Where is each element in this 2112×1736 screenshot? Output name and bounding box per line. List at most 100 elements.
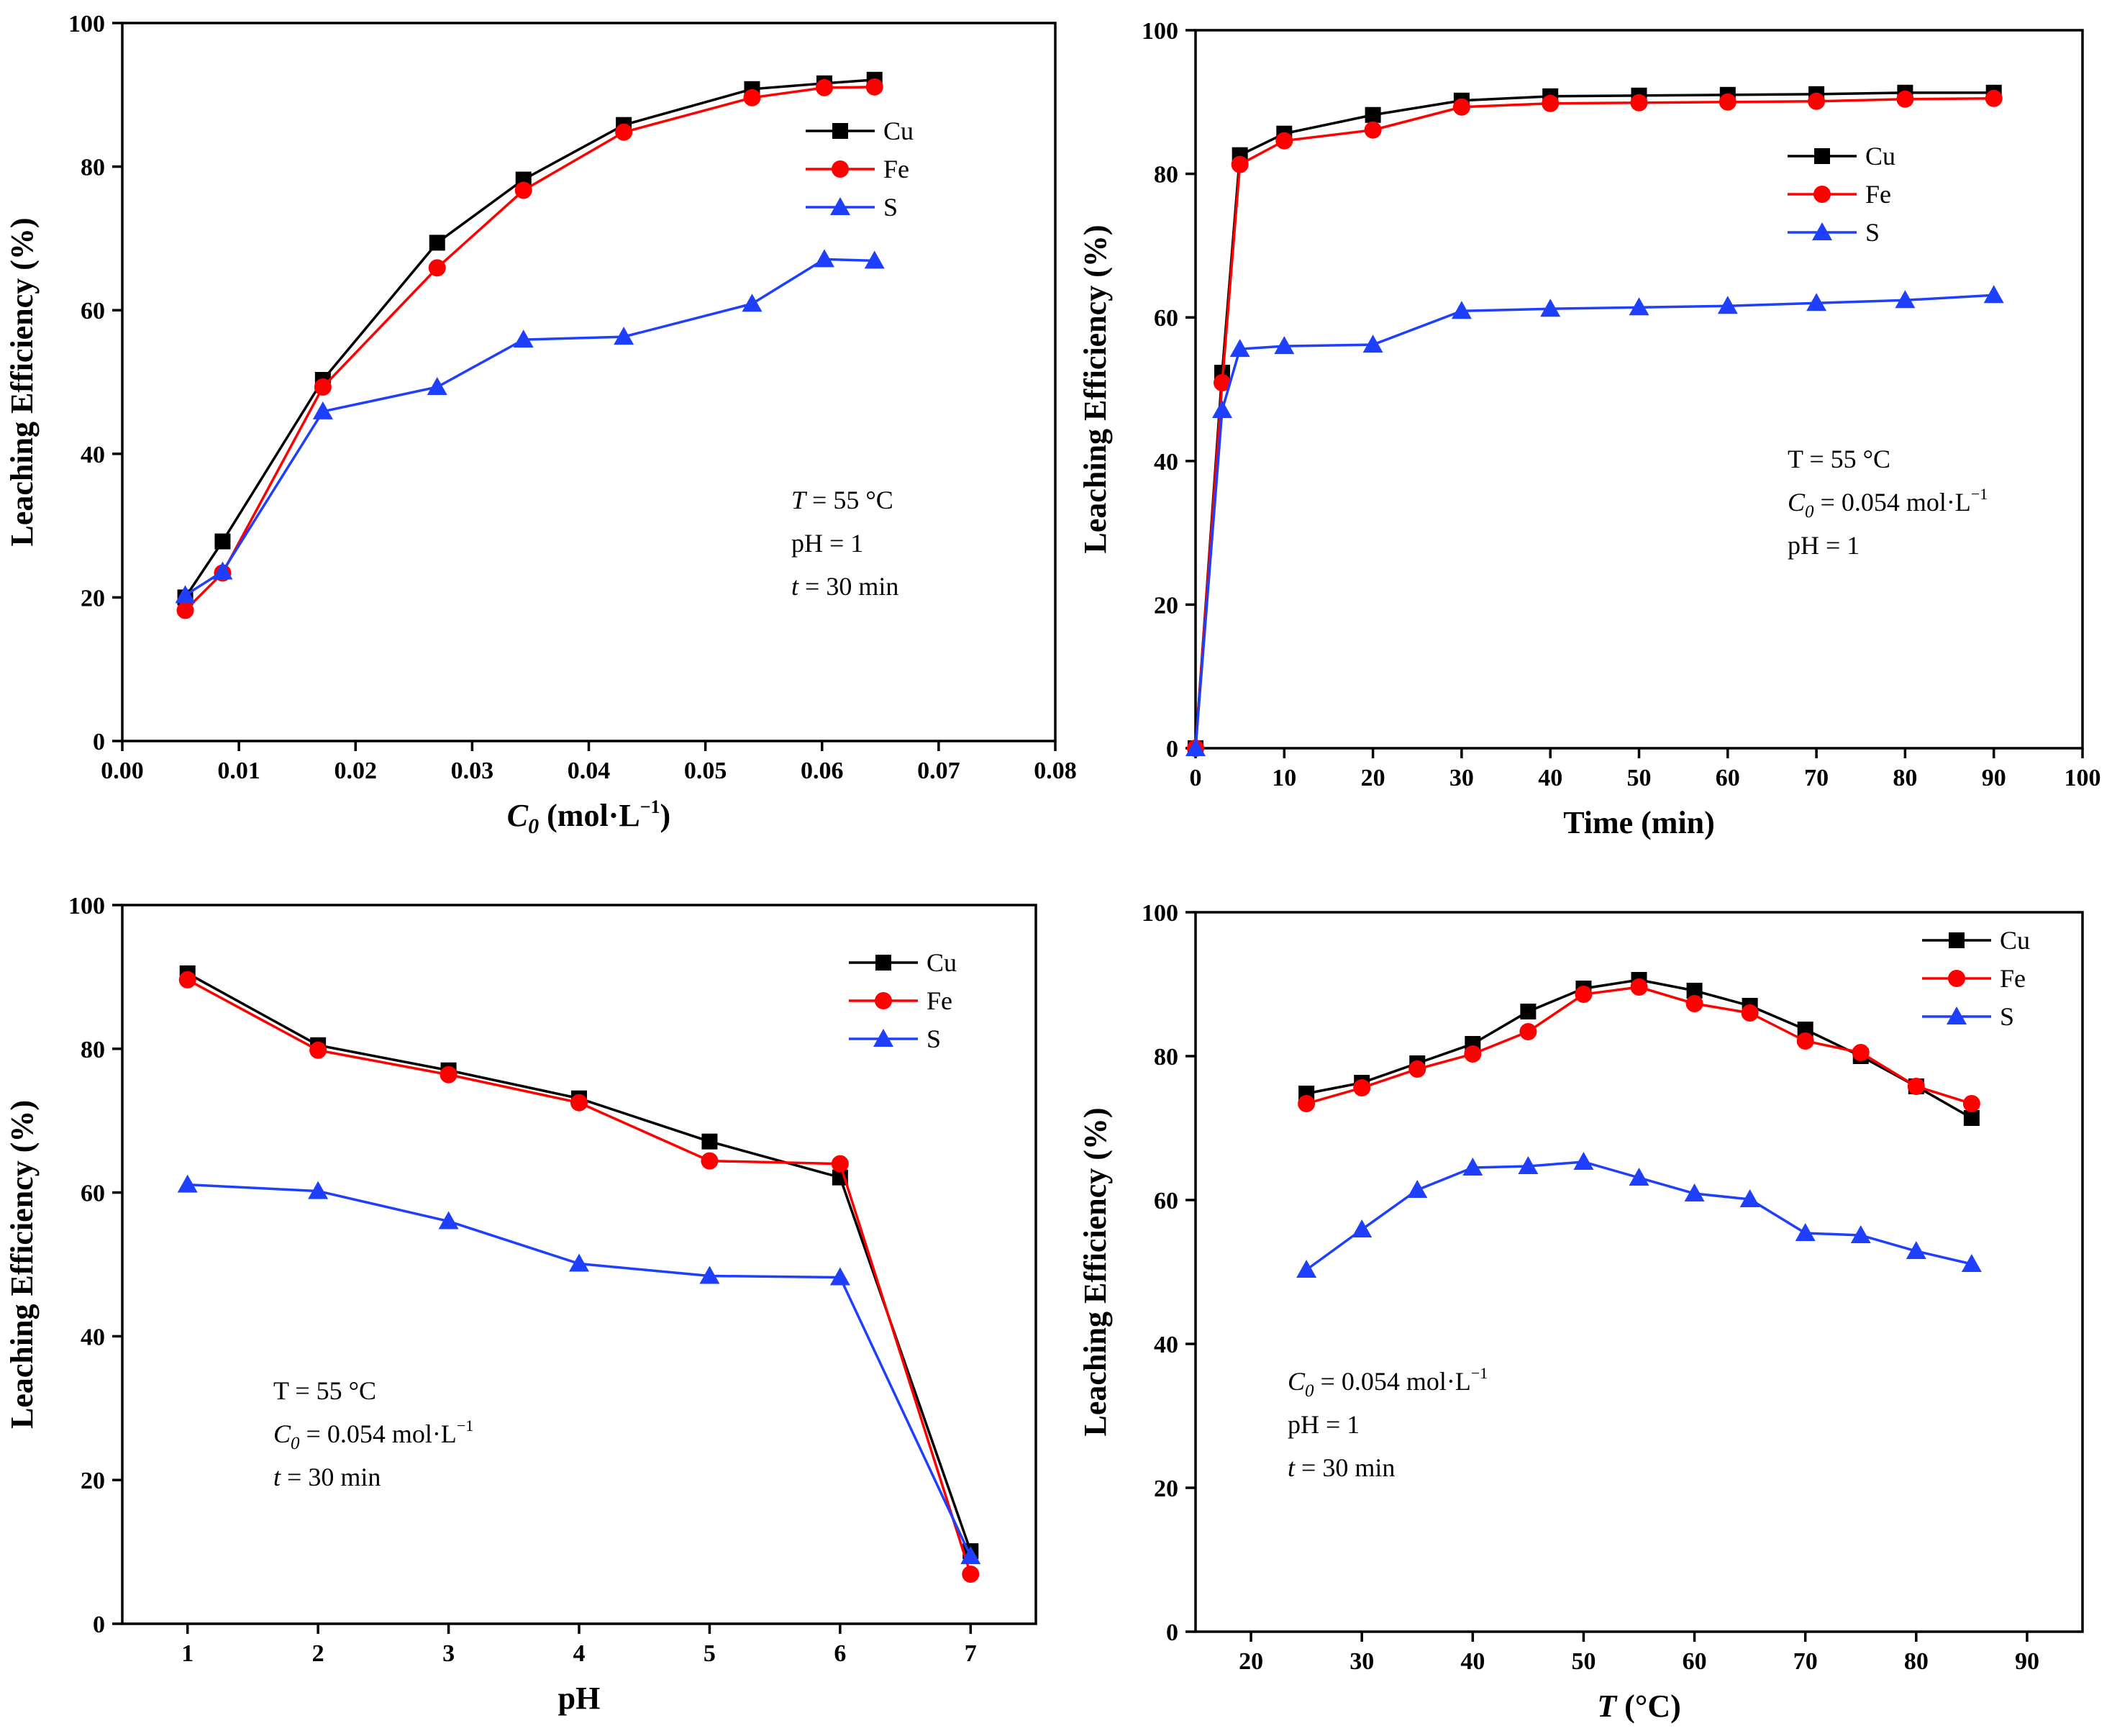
data-point-s [427, 376, 447, 395]
data-point-s [1185, 738, 1206, 756]
y-axis-label: Leaching Efficiency (%) [1078, 224, 1113, 553]
x-tick-label: 20 [1239, 1648, 1263, 1675]
chart-panel-3: 1 2 3 4 5 6 7 0 20 40 60 80 100 Leaching Efficiency (… [4, 893, 1037, 1716]
x-tick-label: 0.00 [101, 758, 144, 784]
data-point-s [1462, 1158, 1483, 1176]
data-point-s [699, 1265, 720, 1284]
x-tick-label: 20 [1361, 765, 1385, 791]
data-point-s [1629, 1168, 1649, 1186]
data-point-s [1296, 1260, 1317, 1278]
y-tick-label: 60 [1154, 305, 1178, 332]
data-point-s [1684, 1183, 1705, 1201]
data-point-fe [1231, 155, 1249, 173]
data-point-fe [1364, 121, 1382, 139]
data-point-fe [701, 1152, 719, 1170]
x-tick-label: 0.02 [334, 758, 378, 784]
y-tick-label: 80 [1154, 162, 1178, 188]
x-tick-label: 30 [1349, 1648, 1374, 1675]
data-point-s [864, 250, 885, 269]
data-point-fe [831, 1155, 849, 1173]
x-tick-label: 7 [965, 1640, 977, 1667]
x-tick-label: 80 [1893, 765, 1917, 791]
series-line-cu [1306, 978, 1972, 1119]
legend-marker-fe [832, 160, 849, 178]
y-tick-label: 20 [1154, 1476, 1178, 1502]
x-tick-label: 0.04 [568, 758, 611, 784]
condition-text-3: t = 30 min [791, 572, 898, 601]
x-axis-label: T (°C) [1597, 1689, 1681, 1724]
legend: Cu Fe S [849, 948, 957, 1053]
x-tick-label: 70 [1793, 1648, 1818, 1675]
data-point-s [569, 1253, 589, 1272]
chart-panel-1: 0.00 0.01 0.02 0.03 0.04 0.05 0.06 0.07 0.08 0 20 4… [4, 11, 1077, 838]
series-fe [1187, 89, 2003, 757]
y-tick-label: 100 [1142, 900, 1178, 927]
y-tick-label: 100 [1142, 18, 1178, 45]
data-point-fe [176, 601, 194, 619]
data-point-s [1407, 1180, 1428, 1198]
plot-frame [121, 22, 1057, 742]
legend-label-fe: Fe [2000, 964, 2026, 993]
data-point-fe [1719, 93, 1737, 111]
condition-text-1: T = 55 °C [273, 1376, 376, 1405]
conditions-box: T = 55 °C pH = 1 t = 30 min [791, 486, 898, 601]
legend-marker-fe [1813, 186, 1831, 203]
legend-label-s: S [1865, 218, 1880, 247]
legend-label-fe: Fe [1865, 180, 1891, 209]
y-tick-label: 40 [81, 442, 105, 468]
data-point-s [829, 1267, 850, 1286]
data-point-s [814, 249, 834, 268]
data-point-fe [1575, 986, 1593, 1003]
legend-label-cu: Cu [2000, 926, 2030, 955]
data-point-s [1850, 1225, 1871, 1243]
series-s [1185, 285, 2004, 756]
data-point-s [438, 1211, 459, 1230]
data-point-fe [1213, 374, 1231, 392]
x-tick-label: 90 [2015, 1648, 2039, 1675]
data-point-fe [314, 378, 332, 396]
series-s [1296, 1152, 1982, 1278]
data-point-fe [1630, 94, 1648, 112]
y-tick-label: 0 [93, 729, 105, 755]
data-point-s [742, 294, 763, 312]
series-line-s [187, 1183, 972, 1557]
data-point-fe [178, 971, 196, 989]
data-point-fe [962, 1565, 980, 1583]
data-point-fe [1685, 995, 1703, 1012]
y-tick-label: 60 [81, 298, 105, 324]
data-point-fe [1896, 90, 1914, 108]
data-point-s [614, 327, 634, 345]
x-tick-label: 6 [834, 1640, 846, 1667]
data-point-s [1983, 285, 2004, 304]
legend-marker-cu [832, 123, 848, 139]
data-point-fe [615, 123, 633, 141]
y-tick-label: 60 [81, 1181, 105, 1207]
data-point-s [1274, 336, 1295, 355]
data-point-s [1717, 296, 1738, 314]
data-point-s [177, 1174, 198, 1193]
data-point-s [175, 585, 196, 604]
x-tick-label: 50 [1627, 765, 1652, 791]
x-tick-label: 0.03 [451, 758, 494, 784]
y-tick-label: 80 [1154, 1044, 1178, 1071]
legend-marker-cu [875, 955, 891, 971]
data-point-s [1895, 290, 1916, 309]
condition-text-3: pH = 1 [1788, 531, 1860, 560]
legend-label-cu: Cu [883, 117, 914, 145]
x-tick-label: 4 [573, 1640, 586, 1667]
chart-panel-4: 20 30 40 50 60 70 80 90 0 20 40 60 80 100 Leaching Eff… [1078, 900, 2084, 1724]
data-point-cu [214, 533, 231, 550]
data-point-fe [514, 181, 532, 199]
legend: Cu Fe S [1922, 926, 2030, 1031]
data-point-cu [1520, 1004, 1537, 1019]
y-tick-label: 40 [81, 1324, 105, 1350]
legend-marker-s [873, 1029, 893, 1047]
x-tick-label: 10 [1272, 765, 1296, 791]
x-tick-label: 0.06 [801, 758, 844, 784]
y-tick-label: 20 [81, 585, 105, 612]
condition-text-2: C0 = 0.054 mol·L−1 [1788, 485, 1988, 522]
x-tick-label: 50 [1571, 1648, 1596, 1675]
y-axis-label: Leaching Efficiency (%) [4, 217, 40, 546]
x-tick-label: 40 [1460, 1648, 1485, 1675]
